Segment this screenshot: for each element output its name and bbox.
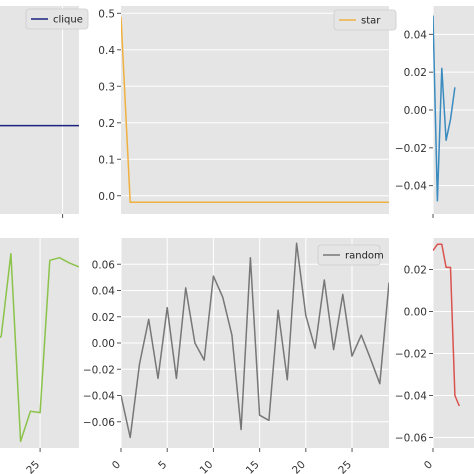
plot-area [0, 6, 79, 214]
legend-label: clique [53, 15, 83, 26]
y-tick-label: −0.04 [395, 391, 427, 403]
legend-label: star [361, 16, 381, 27]
legend-box [25, 8, 89, 30]
legend: star [333, 9, 397, 31]
series-line-bottom-left [0, 252, 79, 443]
y-tick-label: −0.02 [395, 143, 427, 155]
y-tick-label: −0.04 [83, 391, 115, 403]
y-tick-label: 0.0 [98, 191, 115, 203]
x-tick-label: 25 [336, 459, 354, 474]
series-group [0, 252, 79, 443]
panel-bottom-middle: −0.06 −0.04 −0.02 0.00 0.02 0.04 0.06 0 5 10 15 20 2… [83, 238, 389, 474]
y-tick-label: 0.00 [404, 105, 427, 117]
legend: clique [25, 8, 89, 30]
y-tick-label: 0.3 [98, 81, 115, 93]
panel-top-left: clique [0, 6, 89, 218]
y-tick-label: 0.02 [404, 67, 427, 79]
series-group [433, 15, 456, 202]
y-tick-label: 0.5 [98, 8, 115, 20]
panel-top-middle: 0.0 0.1 0.2 0.3 0.4 0.5 star [98, 6, 397, 214]
x-tick-label: 0 [422, 459, 435, 472]
y-tick-label: −0.02 [83, 364, 115, 376]
y-tick-label: 0.1 [98, 154, 115, 166]
legend: random [317, 244, 384, 266]
panel-bottom-left: 25 [0, 238, 79, 474]
series-line-star [121, 16, 389, 204]
series-group [121, 16, 389, 204]
series-line-top-right [433, 15, 456, 202]
panel-top-right: −0.04 −0.02 0.00 0.02 0.04 [395, 6, 474, 218]
series-group [433, 243, 460, 407]
y-tick-label: 0.02 [404, 265, 427, 277]
y-tick-label: −0.06 [395, 433, 427, 445]
legend-box [333, 9, 397, 31]
x-tick-label: 10 [198, 459, 216, 474]
legend-label: random [345, 251, 384, 262]
x-tick-label: 0 [110, 459, 123, 472]
y-tick-label: 0.00 [404, 307, 427, 319]
figure-root: clique0.00.10.20.30.40.5star−0.04−0.020.… [0, 6, 474, 474]
plot-area [121, 6, 389, 214]
y-tick-label: 0.4 [98, 45, 115, 57]
series-line-bottom-right [433, 243, 460, 407]
y-tick-label: 0.2 [98, 118, 115, 130]
y-tick-label: 0.04 [404, 29, 428, 41]
panel-bottom-right: −0.06 −0.04 −0.02 0.00 0.02 0 [395, 238, 474, 472]
x-tick-label: 15 [244, 459, 262, 474]
y-tick-label: 0.02 [92, 312, 115, 324]
x-tick-label: 20 [290, 459, 308, 474]
series-line-random [121, 242, 389, 439]
y-tick-label: −0.04 [395, 181, 427, 193]
y-tick-label: 0.06 [92, 259, 116, 271]
y-tick-label: −0.02 [395, 349, 427, 361]
legend-box [317, 244, 381, 266]
x-tick-label: 5 [156, 459, 169, 472]
y-tick-label: −0.06 [83, 417, 115, 429]
y-tick-label: 0.04 [92, 286, 116, 298]
series-group [121, 242, 389, 439]
y-tick-label: 0.00 [92, 338, 115, 350]
x-tick-label: 25 [24, 459, 42, 474]
